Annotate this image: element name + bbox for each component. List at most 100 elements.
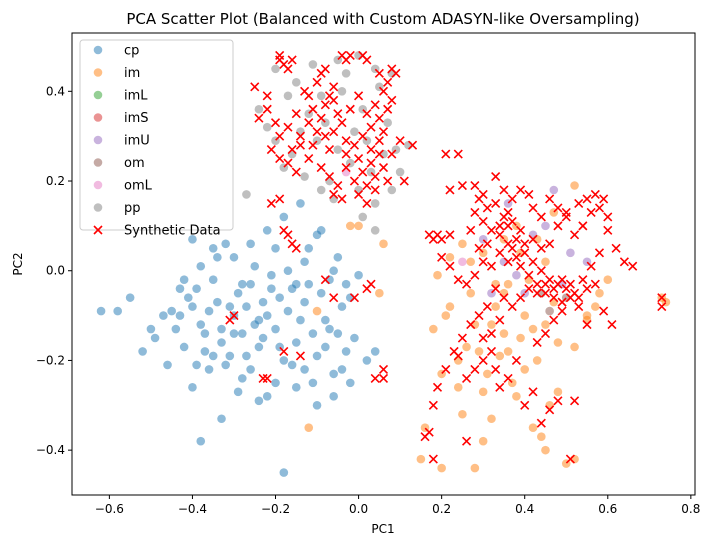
legend: cp im imL imS imU om omL pp Synthetic Data — [79, 39, 234, 239]
synthetic-data-point — [374, 68, 384, 78]
cp-point — [271, 378, 280, 388]
synthetic-data-point — [528, 387, 538, 397]
synthetic-data-point — [295, 131, 305, 141]
cp-point — [96, 306, 106, 316]
synthetic-data-point — [250, 82, 260, 92]
synthetic-data-point — [374, 149, 384, 159]
im-point — [591, 302, 600, 311]
im-point — [453, 383, 463, 392]
cp-point — [217, 414, 226, 424]
synthetic-data-point — [366, 145, 376, 155]
synthetic-data-point — [553, 396, 563, 406]
cp-point — [192, 360, 201, 370]
synthetic-data-point — [491, 364, 501, 374]
synthetic-data-point — [470, 364, 480, 374]
legend-label-cp: cp — [124, 44, 139, 59]
im-point — [524, 275, 534, 284]
synthetic-data-point — [275, 154, 285, 164]
im-point — [312, 306, 322, 316]
cp-point — [370, 347, 380, 356]
imu-point — [566, 248, 575, 258]
y-tick-label: 0.0 — [46, 264, 65, 278]
im-point — [541, 320, 550, 329]
legend-marker-pp — [93, 203, 103, 212]
imu-point — [528, 230, 538, 240]
synthetic-data-point — [590, 189, 600, 200]
cp-point — [213, 252, 222, 262]
synthetic-data-point — [536, 418, 546, 428]
synthetic-data-point — [395, 136, 405, 146]
pp-point — [283, 91, 293, 101]
cp-point — [175, 311, 185, 320]
im-point — [375, 288, 384, 298]
synthetic-data-point — [553, 203, 563, 213]
synthetic-data-point — [329, 95, 339, 105]
cp-point — [171, 324, 181, 334]
synthetic-data-point — [383, 176, 393, 186]
cp-point — [345, 293, 355, 302]
synthetic-data-point — [557, 297, 567, 307]
synthetic-data-point — [341, 162, 351, 173]
synthetic-data-point — [445, 185, 455, 195]
synthetic-data-point — [515, 225, 526, 235]
synthetic-data-point — [549, 284, 559, 294]
synthetic-data-point — [374, 136, 384, 146]
synthetic-data-point — [594, 203, 605, 213]
cp-point — [262, 226, 272, 235]
cp-point — [271, 324, 280, 334]
cp-point — [229, 329, 239, 338]
synthetic-data-point — [316, 113, 326, 123]
synthetic-data-point — [470, 180, 480, 191]
cp-point — [242, 302, 251, 311]
cp-point — [275, 293, 284, 302]
synthetic-data-point — [578, 275, 588, 285]
synthetic-data-point — [499, 293, 509, 303]
cp-point — [279, 468, 289, 477]
synthetic-data-point — [515, 293, 526, 303]
synthetic-data-point — [337, 194, 347, 204]
im-point — [466, 257, 476, 267]
im-point — [487, 414, 496, 424]
synthetic-data-point — [557, 306, 567, 316]
synthetic-data-point — [262, 104, 272, 114]
im-point — [441, 311, 451, 320]
legend-label-imu: imU — [124, 134, 150, 149]
synthetic-data-point — [528, 234, 538, 244]
synthetic-data-point — [391, 68, 401, 78]
im-point — [503, 347, 513, 356]
synthetic-data-point — [491, 198, 501, 209]
im-point — [545, 400, 554, 410]
legend-marker-im — [93, 68, 103, 77]
pp-point — [329, 194, 338, 204]
om-point — [545, 306, 554, 316]
cp-point — [200, 329, 210, 338]
cp-point — [312, 351, 322, 361]
synthetic-data-point — [482, 239, 492, 249]
im-point — [537, 432, 546, 441]
cp-point — [159, 311, 168, 320]
oml-point — [458, 257, 467, 267]
synthetic-data-point — [320, 275, 330, 285]
cp-point — [208, 275, 218, 284]
synthetic-data-point — [586, 207, 596, 217]
imu-point — [549, 185, 559, 195]
synthetic-data-point — [370, 171, 380, 182]
cp-point — [200, 347, 210, 356]
synthetic-data-point — [378, 127, 389, 137]
synthetic-data-point — [462, 373, 472, 383]
pp-point — [379, 149, 388, 159]
x-tick-label: −0.6 — [95, 502, 124, 516]
cp-point — [300, 365, 309, 374]
synthetic-data-point — [283, 158, 293, 168]
synthetic-data-point — [515, 261, 526, 271]
cp-point — [271, 244, 280, 253]
cp-point — [208, 244, 218, 253]
cp-point — [354, 270, 363, 280]
im-point — [354, 221, 363, 231]
im-point — [458, 239, 467, 249]
synthetic-data-point — [349, 176, 359, 186]
synthetic-data-point — [462, 436, 472, 446]
pp-point — [383, 118, 392, 128]
synthetic-data-point — [291, 109, 301, 119]
